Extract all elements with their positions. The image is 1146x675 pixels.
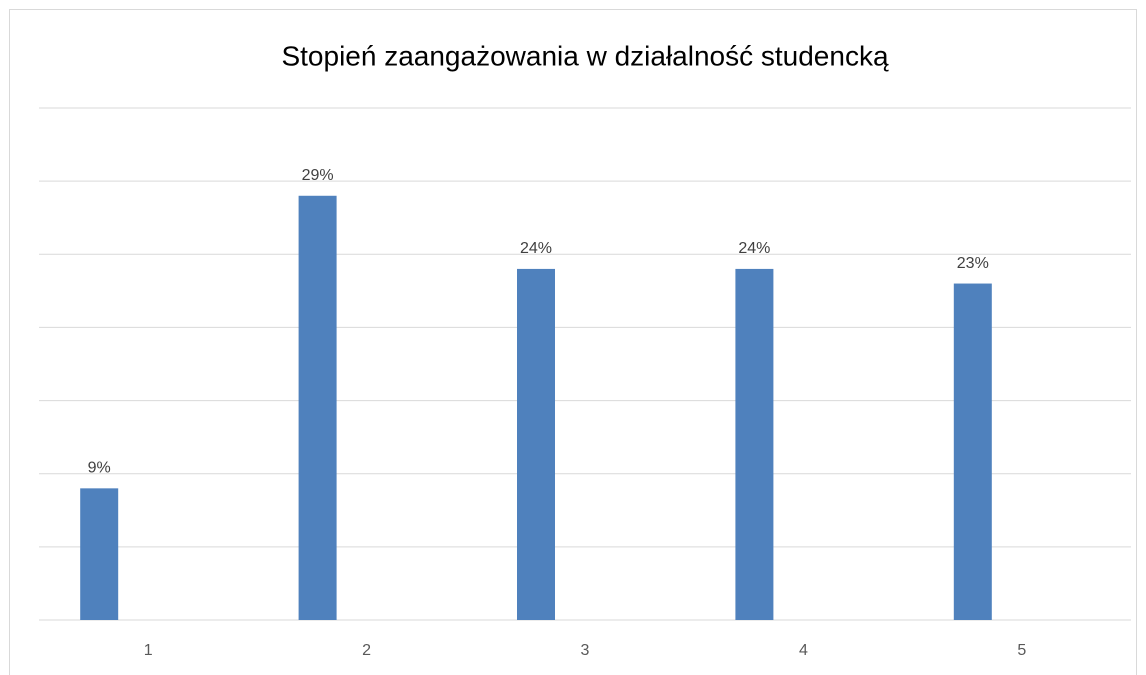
chart-frame: [9, 9, 1137, 675]
chart-title: Stopień zaangażowania w działalność stud…: [281, 40, 888, 71]
x-tick-label: 3: [581, 642, 590, 659]
x-tick-label: 1: [144, 642, 153, 659]
bar: [517, 268, 555, 620]
bar: [80, 488, 119, 620]
x-tick-label: 2: [362, 642, 371, 659]
data-label: 23%: [957, 255, 989, 272]
data-label: 24%: [520, 240, 552, 257]
bar: [298, 195, 337, 620]
data-label: 9%: [88, 460, 111, 477]
bar: [953, 283, 992, 620]
data-label: 29%: [302, 167, 334, 184]
data-label: 24%: [738, 240, 770, 257]
x-tick-label: 5: [1017, 642, 1026, 659]
bar: [735, 268, 774, 620]
x-tick-label: 4: [799, 642, 808, 659]
